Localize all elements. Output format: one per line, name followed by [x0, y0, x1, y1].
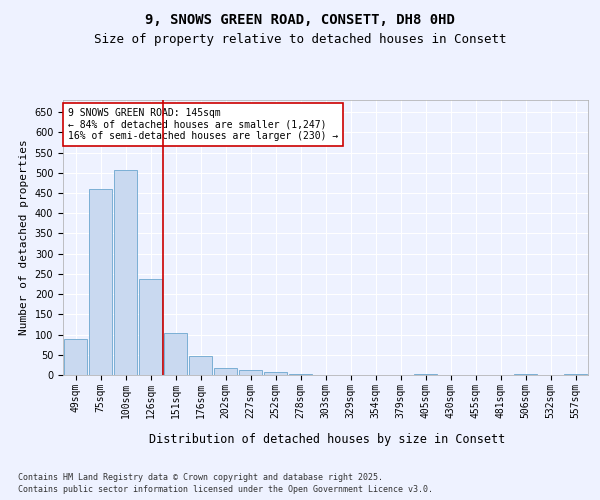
Text: Contains public sector information licensed under the Open Government Licence v3: Contains public sector information licen…	[18, 485, 433, 494]
Bar	[114, 170, 137, 375]
Bar	[564, 374, 587, 375]
Text: Distribution of detached houses by size in Consett: Distribution of detached houses by size …	[149, 432, 505, 446]
Bar	[514, 374, 537, 375]
Bar	[214, 368, 237, 375]
Y-axis label: Number of detached properties: Number of detached properties	[19, 140, 29, 336]
Bar	[264, 372, 287, 375]
Bar	[139, 279, 162, 375]
Bar	[239, 370, 262, 375]
Text: Size of property relative to detached houses in Consett: Size of property relative to detached ho…	[94, 32, 506, 46]
Bar	[189, 356, 212, 375]
Text: 9 SNOWS GREEN ROAD: 145sqm
← 84% of detached houses are smaller (1,247)
16% of s: 9 SNOWS GREEN ROAD: 145sqm ← 84% of deta…	[68, 108, 338, 142]
Bar	[89, 189, 112, 375]
Bar	[164, 333, 187, 375]
Bar	[64, 340, 87, 375]
Text: Contains HM Land Registry data © Crown copyright and database right 2025.: Contains HM Land Registry data © Crown c…	[18, 472, 383, 482]
Text: 9, SNOWS GREEN ROAD, CONSETT, DH8 0HD: 9, SNOWS GREEN ROAD, CONSETT, DH8 0HD	[145, 12, 455, 26]
Bar	[289, 374, 312, 375]
Bar	[414, 374, 437, 375]
